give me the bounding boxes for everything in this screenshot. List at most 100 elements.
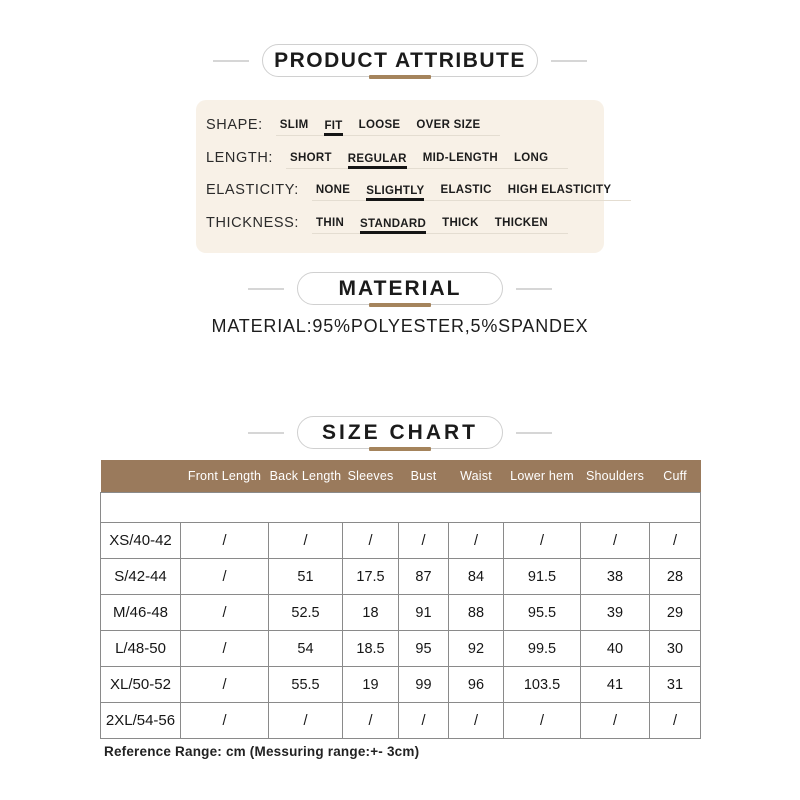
material-title: MATERIAL <box>338 276 462 300</box>
table-header-cell: Bust <box>398 460 449 493</box>
product-attribute-title: PRODUCT ATTRIBUTE <box>274 48 526 72</box>
attribute-row: ELASTICITY: NONE SLIGHTLY ELASTIC HIGH ELAST… <box>206 182 632 202</box>
attribute-label: SHAPE: <box>206 116 263 133</box>
product-attribute-heading: PRODUCT ATTRIBUTE <box>0 44 800 79</box>
size-cell: XL/50-52 <box>100 666 181 703</box>
attribute-option-selected: STANDARD <box>360 218 427 235</box>
title-underline <box>369 75 431 79</box>
attribute-option: LONG <box>513 151 549 164</box>
value-cell: / <box>268 522 343 559</box>
attribute-label: LENGTH: <box>206 149 274 166</box>
value-cell: 92 <box>448 630 504 667</box>
value-cell: 29 <box>649 594 701 631</box>
attribute-option: THICKEN <box>494 217 548 230</box>
value-cell: / <box>342 522 399 559</box>
table-header-cell: Front Length <box>180 460 269 493</box>
heading-side-line <box>516 431 552 434</box>
table-header-cell: Sleeves <box>342 460 399 493</box>
value-cell: 28 <box>649 558 701 595</box>
value-cell: / <box>180 666 269 703</box>
table-spacer-cell <box>100 492 701 523</box>
attribute-option: OVER SIZE <box>416 118 481 131</box>
material-heading: MATERIAL <box>0 272 800 307</box>
table-header-cell: Cuff <box>649 460 701 493</box>
value-cell: 51 <box>268 558 343 595</box>
value-cell: 38 <box>580 558 650 595</box>
product-attribute-title-box: PRODUCT ATTRIBUTE <box>262 44 538 79</box>
reference-note: Reference Range: cm (Messuring range:+- … <box>104 744 420 759</box>
value-cell: / <box>580 522 650 559</box>
attribute-option-selected: FIT <box>324 120 343 136</box>
material-composition: MATERIAL:95%POLYESTER,5%SPANDEX <box>211 316 589 336</box>
value-cell: / <box>649 702 701 739</box>
value-cell: / <box>448 702 504 739</box>
attribute-option: MID-LENGTH <box>422 151 498 164</box>
value-cell: / <box>503 522 581 559</box>
table-row: XL/50-52/55.5 19 99 96 103.5 41 31 <box>100 666 701 703</box>
attribute-label: ELASTICITY: <box>206 182 299 199</box>
value-cell: 52.5 <box>268 594 343 631</box>
value-cell: 39 <box>580 594 650 631</box>
value-cell: / <box>180 558 269 595</box>
size-cell: L/48-50 <box>100 630 181 667</box>
attribute-option: LOOSE <box>358 118 401 131</box>
value-cell: / <box>342 702 399 739</box>
attribute-row: THICKNESS: THIN STANDARD THICK THICKEN <box>206 215 596 235</box>
value-cell: 40 <box>580 630 650 667</box>
value-cell: / <box>268 702 343 739</box>
value-cell: 19 <box>342 666 399 703</box>
value-cell: / <box>398 702 449 739</box>
table-header-cell: Lower hem <box>503 460 581 493</box>
value-cell: 31 <box>649 666 701 703</box>
value-cell: 88 <box>448 594 504 631</box>
value-cell: 91 <box>398 594 449 631</box>
table-row: 2XL/54-56// / / / / / / <box>100 702 701 739</box>
attribute-options: SHORT REGULAR MID-LENGTH LONG <box>286 151 569 169</box>
table-header-cell <box>100 460 181 493</box>
value-cell: 91.5 <box>503 558 581 595</box>
value-cell: / <box>649 522 701 559</box>
table-header-cell: Shoulders <box>580 460 650 493</box>
size-cell: XS/40-42 <box>100 522 181 559</box>
attribute-option-selected: SLIGHTLY <box>366 185 425 202</box>
heading-side-line <box>248 431 284 434</box>
value-cell: 41 <box>580 666 650 703</box>
table-header-cell: Back Length <box>268 460 343 493</box>
size-chart-heading: SIZE CHART <box>0 416 800 451</box>
table-row: XS/40-42// / / / / / / <box>100 522 701 559</box>
attribute-option: SHORT <box>290 151 332 164</box>
size-chart-title: SIZE CHART <box>322 420 478 444</box>
size-cell: S/42-44 <box>100 558 181 595</box>
value-cell: 95 <box>398 630 449 667</box>
value-cell: 55.5 <box>268 666 343 703</box>
size-cell: M/46-48 <box>100 594 181 631</box>
heading-side-line <box>516 287 552 290</box>
attribute-option: ELASTIC <box>440 184 492 197</box>
value-cell: 99.5 <box>503 630 581 667</box>
value-cell: 95.5 <box>503 594 581 631</box>
size-chart-table: Front Length Back Length Sleeves Bust Waist L… <box>100 460 701 739</box>
value-cell: / <box>503 702 581 739</box>
value-cell: 96 <box>448 666 504 703</box>
attribute-label: THICKNESS: <box>206 215 300 232</box>
value-cell: 18.5 <box>342 630 399 667</box>
size-cell: 2XL/54-56 <box>100 702 181 739</box>
heading-side-line <box>551 59 587 62</box>
heading-side-line <box>213 59 249 62</box>
value-cell: 84 <box>448 558 504 595</box>
attribute-option: NONE <box>315 184 351 197</box>
attribute-options: NONE SLIGHTLY ELASTIC HIGH ELASTICITY <box>311 184 632 202</box>
value-cell: 99 <box>398 666 449 703</box>
title-underline <box>369 447 431 451</box>
title-underline <box>369 303 431 307</box>
value-cell: / <box>180 522 269 559</box>
attribute-option-selected: REGULAR <box>347 153 407 169</box>
table-header-row: Front Length Back Length Sleeves Bust Waist L… <box>100 460 701 493</box>
attribute-option: THICK <box>442 217 479 230</box>
material-title-box: MATERIAL <box>297 272 503 307</box>
value-cell: / <box>180 594 269 631</box>
attributes-panel: SHAPE: SLIM FIT LOOSE OVER SIZE LENGTH: SHORT R… <box>196 100 632 253</box>
value-cell: / <box>398 522 449 559</box>
value-cell: 87 <box>398 558 449 595</box>
